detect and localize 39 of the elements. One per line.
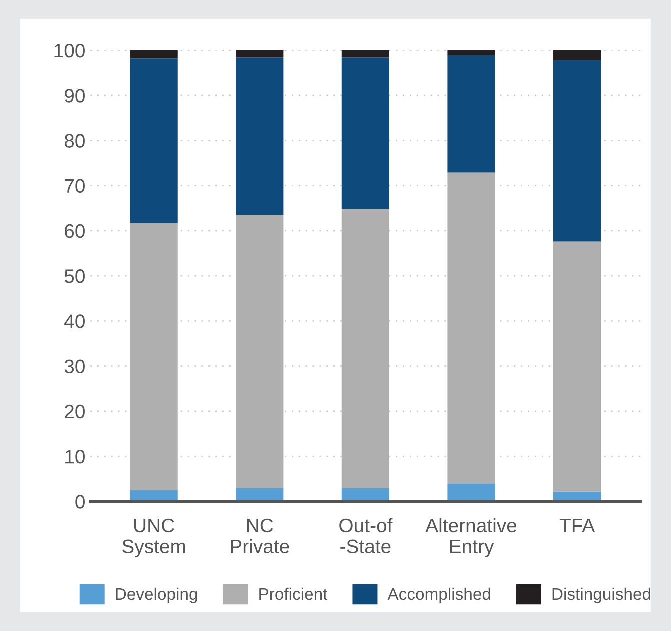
bar (448, 484, 496, 502)
bar (554, 50, 602, 60)
x-tick-label: UNC System (122, 518, 186, 558)
x-tick-label: Out-of -State (340, 518, 393, 554)
bar (236, 488, 284, 502)
bar (342, 488, 390, 502)
y-tick-label: 80 (64, 134, 85, 148)
legend-label: Proficient (260, 588, 328, 600)
y-tick-label: 50 (64, 270, 85, 284)
x-tick-label: TFA (560, 519, 596, 532)
bar (342, 50, 390, 58)
y-tick-label: 90 (65, 89, 85, 103)
bar (236, 215, 284, 489)
bar (130, 58, 178, 224)
bar (448, 55, 496, 173)
bar (448, 50, 496, 56)
y-tick-label: 40 (64, 314, 85, 328)
y-tick-label: 30 (64, 360, 85, 374)
legend-label: Accomplished (388, 588, 490, 604)
bar (130, 223, 178, 490)
x-tick-label: NC Private (231, 518, 290, 554)
bar (236, 58, 284, 216)
y-tick-label: 0 (76, 495, 85, 509)
bar (342, 58, 390, 210)
y-tick-label: 20 (65, 404, 85, 419)
y-tick-label: 10 (66, 450, 85, 464)
bar (554, 492, 602, 502)
bar (554, 242, 602, 492)
bar (130, 50, 178, 59)
y-tick-label: 70 (65, 179, 85, 194)
bar (342, 209, 390, 489)
bar (554, 60, 602, 242)
legend-label: Distinguished (552, 588, 650, 604)
bar (236, 50, 284, 58)
y-tick-label: 60 (65, 224, 85, 238)
y-tick-label: 100 (54, 44, 85, 58)
bar (448, 172, 496, 484)
x-tick-label: Alternative Entry (426, 518, 517, 558)
legend-label: Developing (116, 588, 198, 604)
